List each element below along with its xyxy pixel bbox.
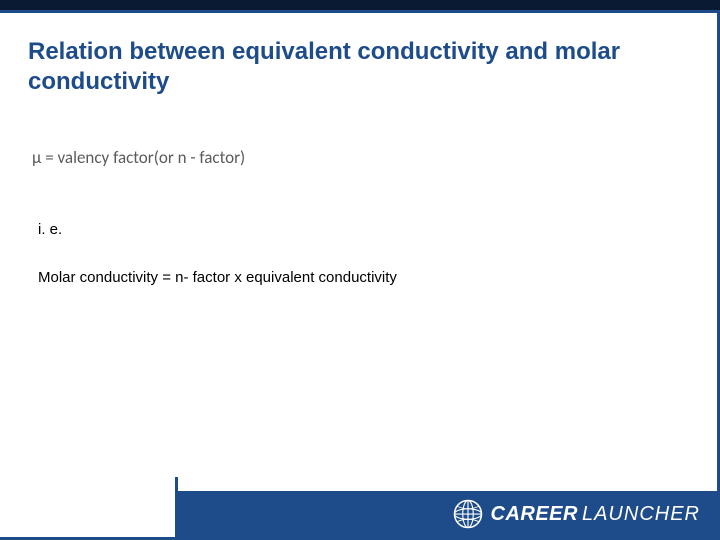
mu-equation: μ = valency factor(or n - factor) <box>32 147 245 168</box>
top-accent-bar <box>0 0 720 10</box>
brand-word-career: CAREER <box>491 503 578 526</box>
brand-logo: CAREER LAUNCHER <box>453 499 700 529</box>
brand-word-launcher: LAUNCHER <box>582 503 700 526</box>
brand-text: CAREER LAUNCHER <box>491 503 700 526</box>
slide-frame: Relation between equivalent conductivity… <box>0 10 720 540</box>
molar-formula: Molar conductivity = n- factor x equival… <box>38 269 397 286</box>
slide-title: Relation between equivalent conductivity… <box>28 37 668 97</box>
ie-label: i. e. <box>38 221 62 238</box>
globe-icon <box>453 499 483 529</box>
footer-bar: CAREER LAUNCHER <box>175 491 720 537</box>
